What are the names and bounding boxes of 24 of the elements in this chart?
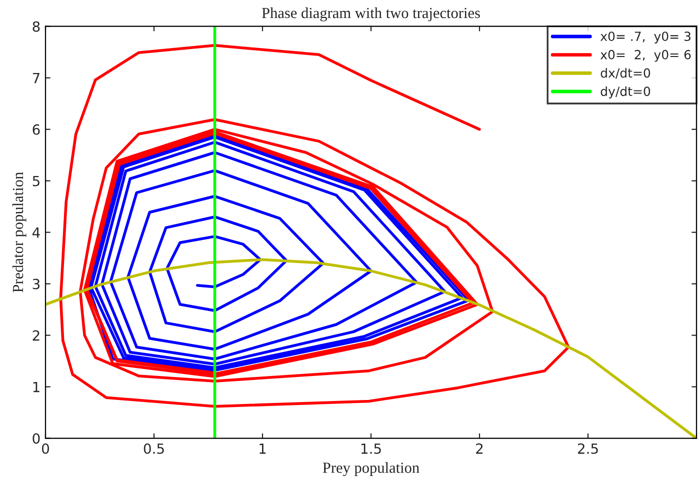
- x-tick-label: 0.5: [144, 443, 164, 454]
- legend-label: dy/dt=0: [600, 86, 650, 98]
- y-tick-label: 2: [32, 330, 40, 341]
- y-tick-label: 5: [32, 176, 40, 186]
- x-axis-title: Prey population: [322, 462, 420, 476]
- y-tick-label: 3: [32, 278, 40, 290]
- x-tick-label: 2.5: [578, 443, 598, 454]
- y-axis-title: Predator population: [12, 172, 26, 292]
- line-series: [88, 133, 470, 373]
- y-tick-label: 8: [32, 21, 40, 32]
- line-series: [59, 44, 570, 408]
- legend-label: x0= 2, y0= 6: [600, 50, 691, 62]
- legend-label: x0= .7, y0= 3: [600, 32, 690, 44]
- y-tick-label: 1: [33, 382, 40, 392]
- y-tick-label: 0: [32, 433, 40, 444]
- chart-title: Phase diagram with two trajectories: [262, 7, 480, 22]
- x-tick-label: 1: [260, 444, 266, 454]
- y-tick-label: 4: [32, 227, 40, 238]
- y-tick-label: 6: [32, 124, 40, 135]
- x-tick-label: 0: [42, 443, 49, 454]
- legend-label: dx/dt=0: [600, 68, 650, 79]
- x-tick-label: 2: [476, 443, 483, 454]
- y-tick-label: 7: [32, 72, 40, 84]
- x-tick-label: 1.5: [361, 444, 381, 454]
